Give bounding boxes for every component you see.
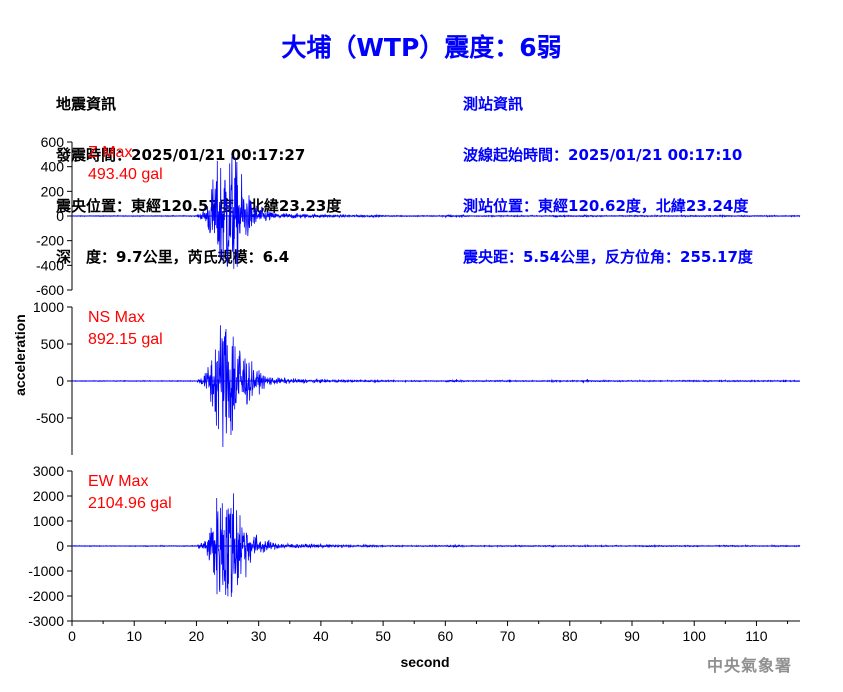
- y-tick-label: -600: [36, 282, 64, 298]
- x-tick-label: 60: [438, 628, 454, 644]
- station-distance: 震央距：5.54公里，反方位角：255.17度: [463, 248, 753, 266]
- y-axis-label: acceleration: [12, 314, 28, 396]
- quake-depth-magnitude: 深 度：9.7公里，芮氏規模：6.4: [56, 248, 290, 266]
- quake-info-heading: 地震資訊: [56, 95, 117, 113]
- station-position: 測站位置：東經120.62度，北緯23.24度: [463, 197, 749, 215]
- y-tick-label: 2000: [33, 488, 64, 504]
- chart-title: 大埔（WTP）震度：6弱: [281, 33, 562, 62]
- panel-label-z: Z Max: [88, 144, 132, 161]
- y-tick-label: 200: [41, 183, 65, 199]
- x-tick-label: 110: [745, 628, 768, 644]
- x-tick-label: 90: [624, 628, 640, 644]
- x-tick-label: 100: [683, 628, 707, 644]
- y-tick-label: 400: [41, 159, 65, 175]
- y-tick-label: 500: [41, 336, 65, 352]
- x-axis-label: second: [400, 654, 449, 670]
- y-tick-label: -500: [36, 410, 64, 426]
- waveform-z: [71, 155, 801, 269]
- y-tick-label: 1000: [33, 513, 64, 529]
- y-tick-label: 0: [56, 538, 64, 554]
- y-tick-label: 0: [56, 208, 64, 224]
- panel-label-ns: NS Max: [88, 309, 145, 326]
- station-wave-start: 波線起始時間：2025/01/21 00:17:10: [463, 146, 743, 164]
- station-info-block: 測站資訊 波線起始時間：2025/01/21 00:17:10 測站位置：東經1…: [463, 62, 753, 283]
- x-tick-label: 80: [562, 628, 578, 644]
- x-tick-label: 50: [375, 628, 391, 644]
- y-tick-label: -2000: [28, 588, 64, 604]
- waveform-ew: [72, 493, 801, 597]
- y-tick-label: 0: [56, 373, 64, 389]
- panel-label-ew: EW Max: [88, 473, 148, 490]
- x-tick-label: 20: [189, 628, 205, 644]
- quake-epicenter: 震央位置：東經120.57度，北緯23.23度: [56, 197, 342, 215]
- y-tick-label: 3000: [33, 463, 64, 479]
- y-tick-label: -200: [36, 233, 64, 249]
- panel-max-z: 493.40 gal: [88, 166, 163, 183]
- quake-info-block: 地震資訊 發震時間：2025/01/21 00:17:27 震央位置：東經120…: [56, 62, 341, 283]
- agency-credit: 中央氣象署: [707, 656, 793, 675]
- waveform-ns: [71, 325, 801, 448]
- station-info-heading: 測站資訊: [463, 95, 524, 113]
- y-tick-label: 1000: [33, 299, 64, 315]
- y-tick-label: 600: [41, 134, 65, 150]
- x-tick-label: 30: [251, 628, 267, 644]
- x-tick-label: 40: [313, 628, 329, 644]
- y-tick-label: -3000: [28, 613, 64, 629]
- panel-max-ns: 892.15 gal: [88, 331, 163, 348]
- x-tick-label: 0: [68, 628, 76, 644]
- x-tick-label: 70: [500, 628, 516, 644]
- panel-max-ew: 2104.96 gal: [88, 495, 172, 512]
- y-tick-label: -1000: [28, 563, 64, 579]
- quake-origin-time: 發震時間：2025/01/21 00:17:27: [56, 146, 306, 164]
- x-tick-label: 10: [126, 628, 142, 644]
- y-tick-label: -400: [36, 257, 64, 273]
